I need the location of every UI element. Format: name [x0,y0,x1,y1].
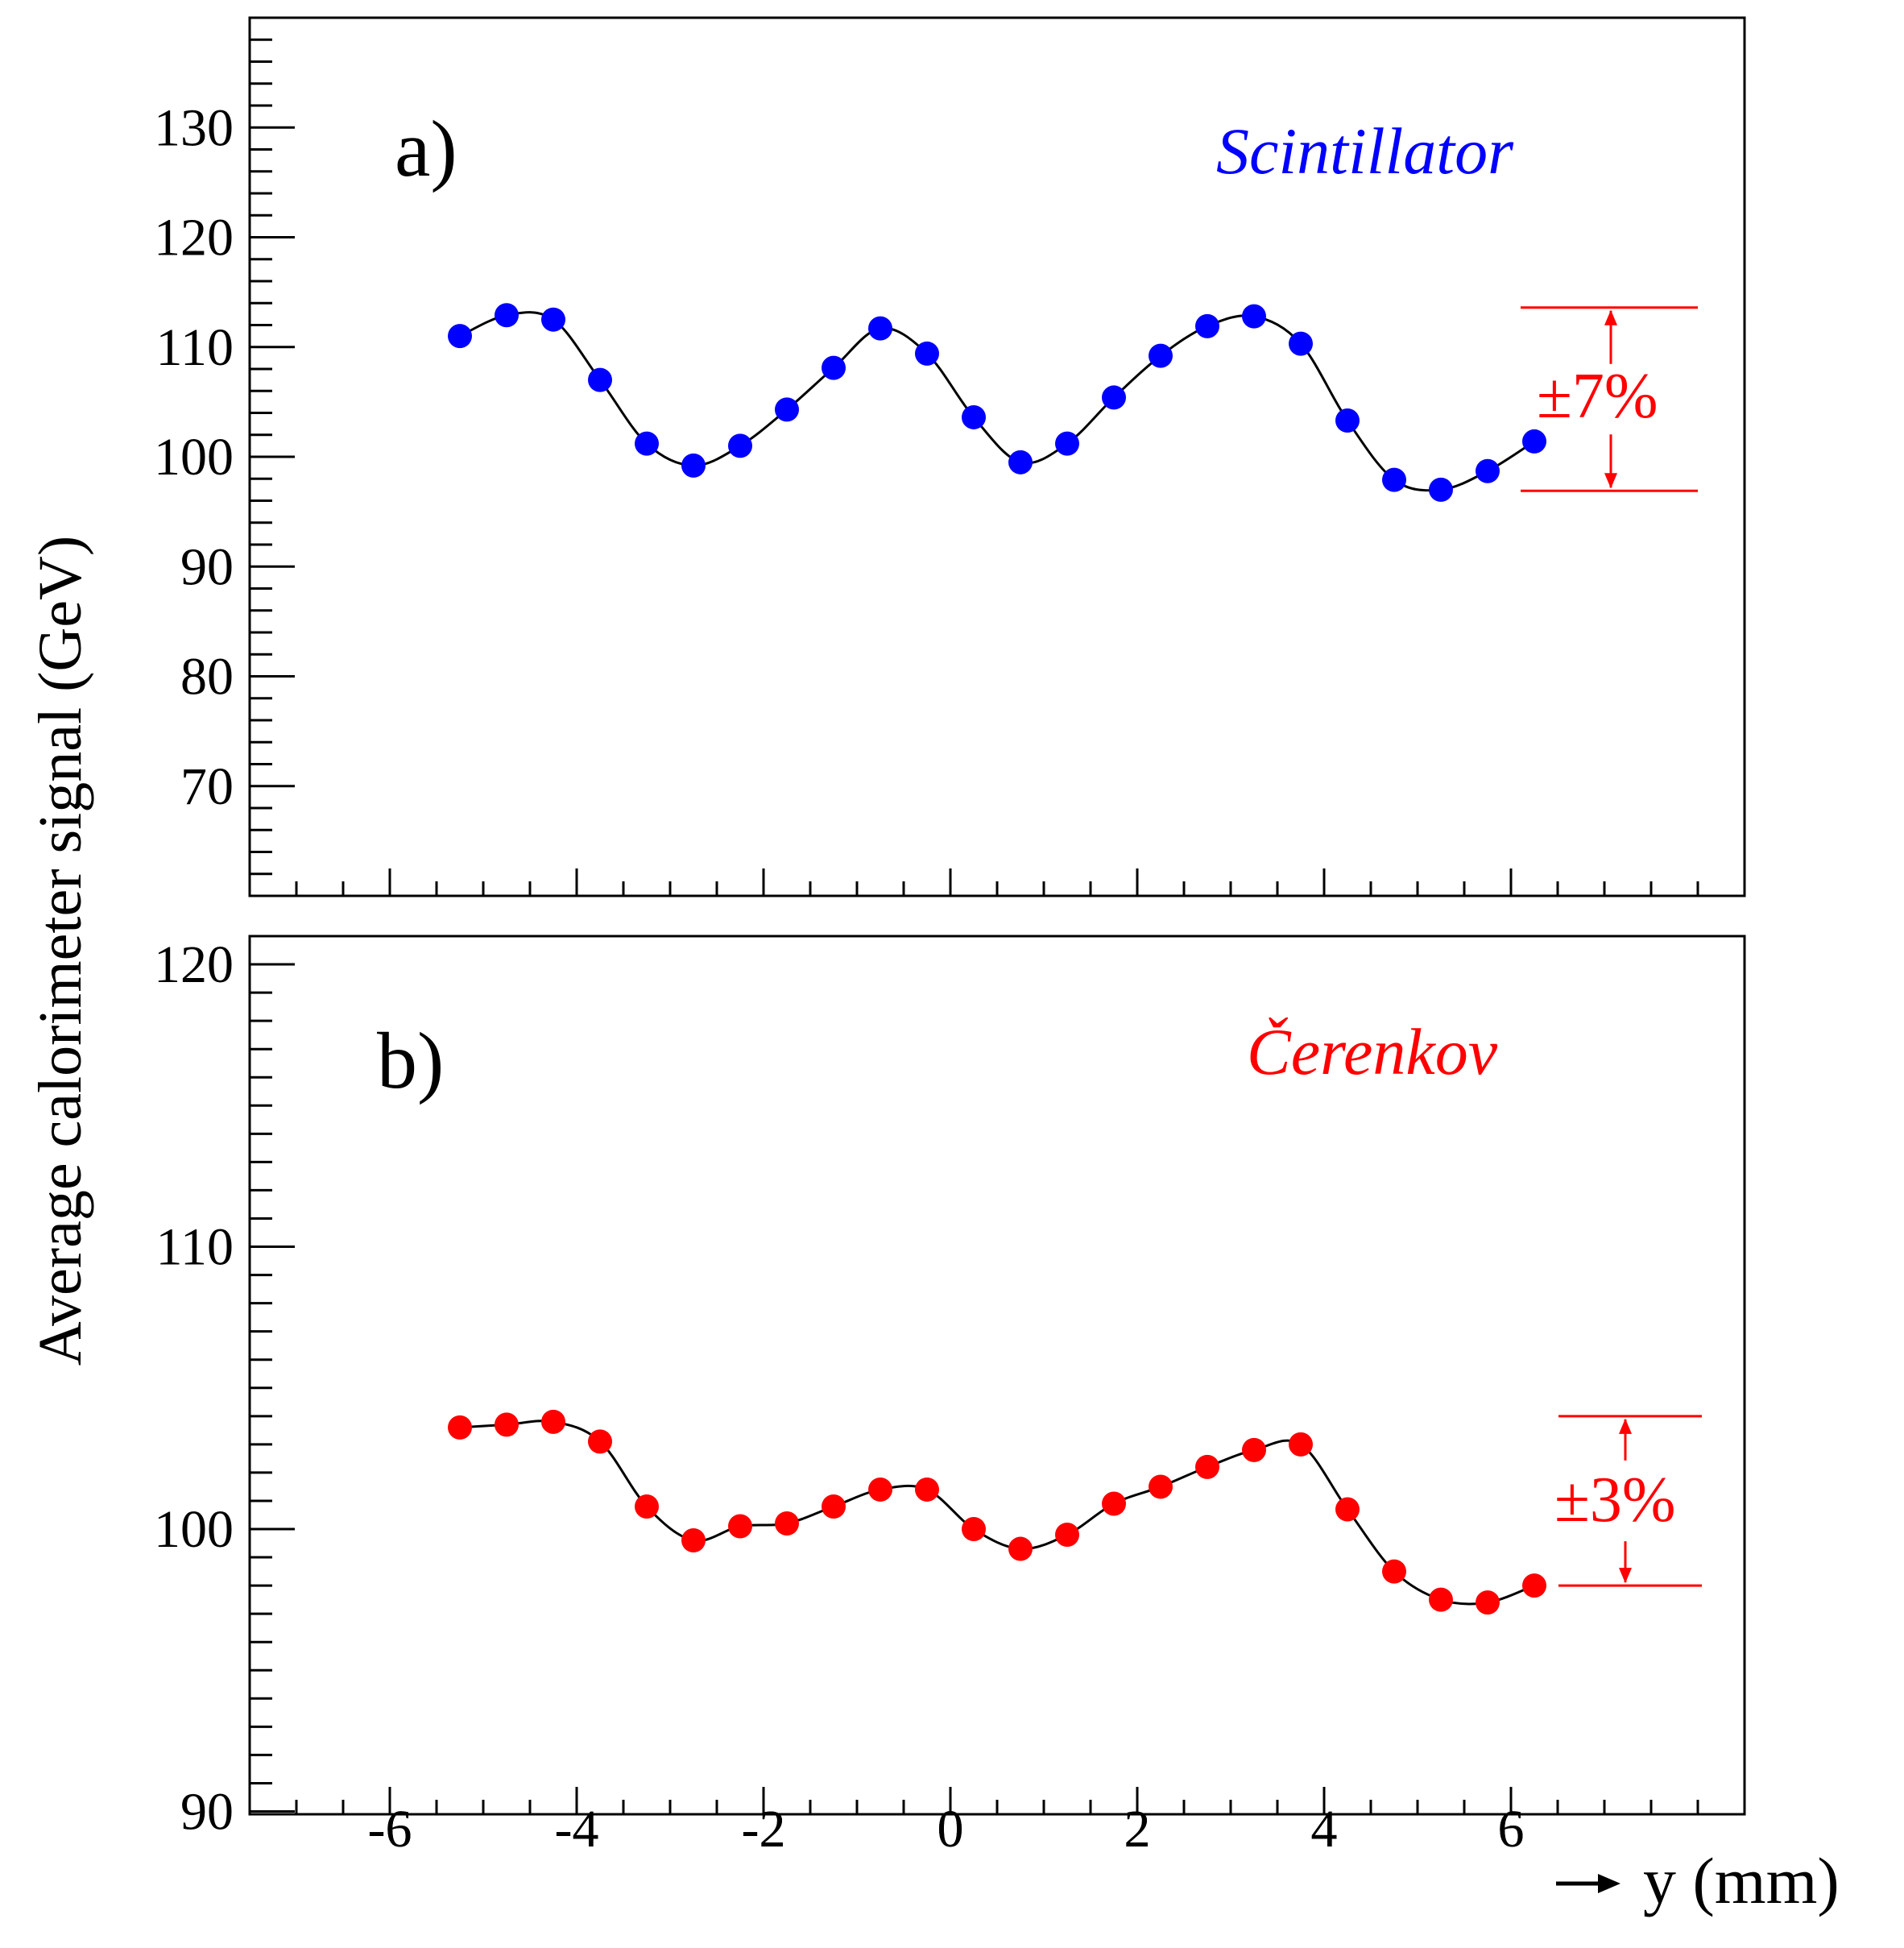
y-tick-label: 110 [155,1218,234,1277]
data-point [448,324,472,349]
data-point [728,1514,752,1539]
data-point [775,397,799,422]
x-tick-label: 0 [938,1800,964,1859]
data-point [1055,431,1079,456]
plot-frame [248,16,1746,897]
band-label: ±3% [1554,1465,1676,1536]
series-label: Čerenkov [1247,1015,1498,1088]
x-tick-label: 6 [1498,1800,1525,1859]
data-point [635,1494,659,1519]
data-point [635,431,659,456]
data-point [1429,1587,1453,1612]
y-tick-label: 100 [154,428,234,487]
band-arrowhead-down [1619,1568,1632,1584]
data-point [1008,450,1033,475]
y-tick-label: 100 [154,1500,234,1559]
data-point [1382,1559,1406,1584]
data-point [1335,1497,1360,1522]
x-axis-title-group: y (mm) [1556,1844,1840,1917]
y-tick-label: 90 [180,1782,234,1841]
data-point [1522,429,1546,454]
data-point [681,1528,706,1553]
band-arrowhead-down [1604,473,1617,489]
fit-curve [459,1420,1535,1606]
panel-b: -6 -4 -2 0 2 4 6 90 100 110 120 b) Čerenkov ±3% [154,935,1746,1859]
y-tick-label: 90 [180,537,234,596]
data-point [448,1415,472,1440]
y-axis-title: Average calorimeter signal (GeV) [27,536,94,1366]
panel-a: -6 -4 -2 0 2 4 6 70 80 90 100 110 120 130 a) Scintillat… [154,16,1746,1859]
x-tick-label: -2 [742,1800,786,1859]
data-point [915,341,939,366]
data-point [962,404,986,429]
x-axis-title: y (mm) [1643,1844,1840,1917]
y-tick-label: 70 [180,757,234,816]
x-axis-arrow-head [1598,1874,1620,1893]
data-point [868,1477,892,1502]
x-tick-label: 4 [1311,1800,1338,1859]
panel-label: a) [395,104,457,193]
plot-frame [248,935,1746,1816]
data-point [1289,331,1313,356]
data-point [868,316,892,341]
data-point [541,307,565,332]
data-point [1429,477,1453,502]
data-point [1242,1437,1266,1462]
data-point [728,433,752,458]
data-point [1289,1432,1313,1457]
x-tick-label: -6 [368,1800,412,1859]
data-point [1242,304,1266,329]
y-tick-label: 120 [154,209,234,267]
data-point [1008,1536,1033,1561]
data-point [1102,385,1126,410]
data-point [822,355,846,380]
data-point [681,453,706,478]
band-label: ±7% [1537,361,1658,432]
band-arrowhead-up [1619,1418,1632,1434]
data-point [495,1412,519,1437]
data-point [1102,1491,1126,1516]
data-point [1476,458,1500,483]
data-point [1149,343,1173,368]
y-tick-label: 130 [154,98,234,157]
y-tick-label: 80 [180,648,234,707]
series-label: Scintillator [1216,114,1514,188]
data-point [1055,1523,1079,1548]
data-point [822,1494,846,1519]
data-point [1149,1474,1173,1499]
data-point [1382,467,1406,492]
data-point [1195,1454,1219,1479]
fit-curve [459,311,1535,492]
data-point [775,1511,799,1536]
data-point [495,303,519,328]
y-tick-label: 110 [155,318,234,377]
x-tick-label: 2 [1124,1800,1151,1859]
data-point [1522,1573,1546,1598]
data-point [1335,408,1360,433]
data-point [1476,1590,1500,1615]
band-arrowhead-up [1604,309,1617,325]
y-tick-label: 120 [154,935,234,994]
data-point [588,1429,612,1454]
x-tick-label: -4 [555,1800,599,1859]
data-point [962,1517,986,1542]
data-point [588,367,612,392]
data-point [541,1409,565,1434]
panel-label: b) [377,1016,444,1105]
data-point [1195,313,1219,338]
data-point [915,1477,939,1502]
